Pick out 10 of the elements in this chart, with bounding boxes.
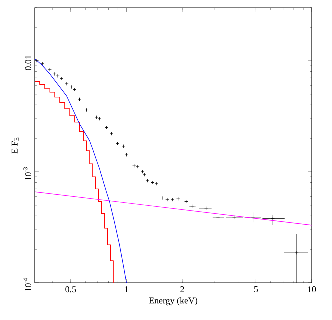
x-tick-label: 1 (125, 286, 128, 292)
y-tick-label: 10$^{-4}$ (24, 278, 32, 292)
y-axis-title: E F$_{E}$ (12, 138, 19, 154)
x-axis-title: Energy (keV) (149, 297, 198, 306)
x-tick-label: 10 (308, 286, 316, 293)
y-tick-label: 0.01 (25, 56, 32, 70)
x-tick-label: 5 (254, 286, 258, 292)
x-tick-label: 0.5 (66, 286, 76, 293)
y-tick-label: 10$^{-3}$ (24, 167, 32, 180)
x-tick-label: 2 (180, 286, 184, 292)
